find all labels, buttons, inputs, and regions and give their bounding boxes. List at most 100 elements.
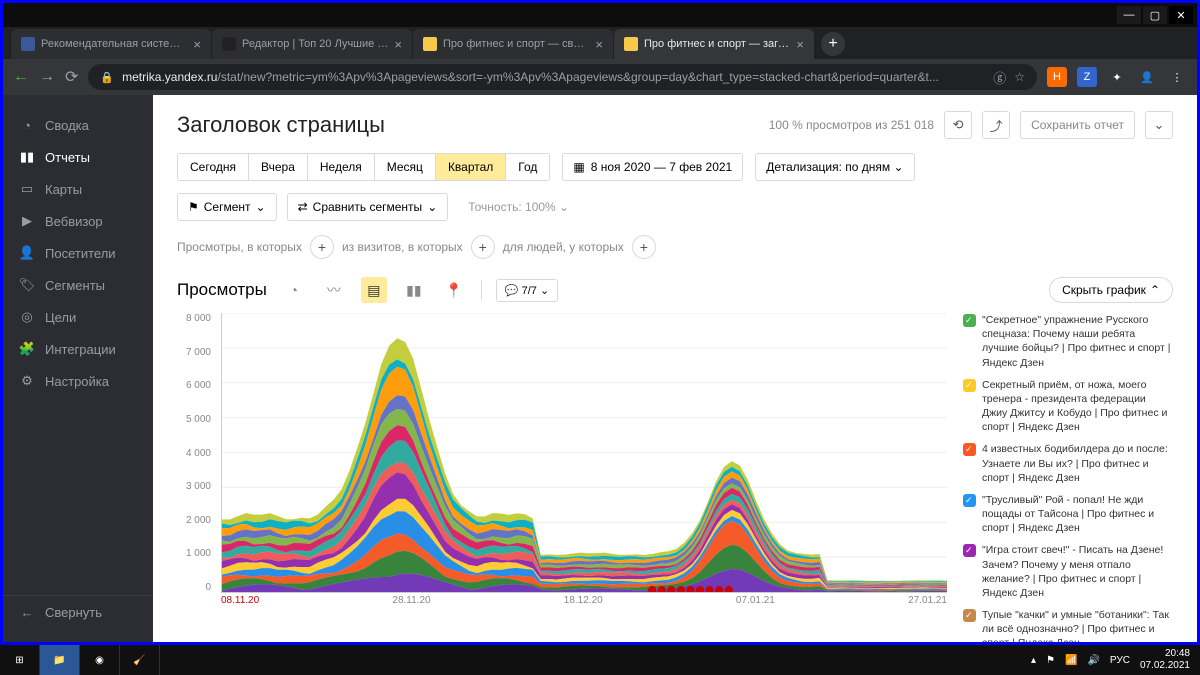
sidebar-item-Сегменты[interactable]: 🏷Сегменты [3, 269, 153, 301]
accuracy-selector[interactable]: Точность: 100% ⌄ [458, 194, 579, 220]
period-Сегодня[interactable]: Сегодня [178, 154, 249, 180]
period-selector: СегодняВчераНеделяМесяцКварталГод [177, 153, 550, 181]
legend-item[interactable]: Секретный приём, от ножа, моего тренера … [963, 378, 1173, 435]
sidebar-item-Вебвизор[interactable]: ▶Вебвизор [3, 205, 153, 237]
export-icon[interactable]: ⤴ [982, 111, 1010, 139]
date-range-picker[interactable]: ▦ 8 ноя 2020 — 7 фев 2021 [562, 153, 743, 181]
legend-item[interactable]: "Трусливый" Рой - попал! Не жди пощады о… [963, 493, 1173, 536]
save-dropdown[interactable]: ⌄ [1145, 111, 1173, 139]
extensions-icon[interactable]: ✦ [1107, 67, 1127, 87]
save-label: Сохранить отчет [1031, 118, 1124, 132]
legend-checkbox[interactable] [963, 379, 976, 392]
add-filter-2[interactable]: + [471, 235, 495, 259]
close-button[interactable]: ✕ [1169, 6, 1193, 24]
chart-type-area[interactable]: ▤ [361, 277, 387, 303]
x-tick: 28.11.20 [392, 595, 430, 613]
legend-checkbox[interactable] [963, 609, 976, 622]
sidebar-icon: 🏷 [19, 277, 35, 293]
close-tab-icon[interactable]: × [394, 37, 402, 52]
refresh-icon[interactable]: ⟲ [944, 111, 972, 139]
task-chrome[interactable]: ◉ [80, 645, 120, 675]
legend-item[interactable]: "Секретное" упражнение Русского спецназа… [963, 313, 1173, 370]
minimize-button[interactable]: — [1117, 6, 1141, 24]
compare-segments-button[interactable]: ⇄ Сравнить сегменты ⌄ [287, 193, 449, 221]
menu-icon[interactable]: ⋮ [1167, 67, 1187, 87]
legend-item[interactable]: "Игра стоит свеч!" - Писать на Дзене! За… [963, 543, 1173, 600]
tray-clock[interactable]: 20:48 07.02.2021 [1140, 648, 1190, 672]
close-tab-icon[interactable]: × [193, 37, 201, 52]
x-tick: 27.01.21 [908, 595, 947, 613]
legend-checkbox[interactable] [963, 443, 976, 456]
detail-selector[interactable]: Детализация: по дням ⌄ [755, 153, 914, 181]
chart-type-bar[interactable]: ▮▮ [401, 277, 427, 303]
start-button[interactable]: ⊞ [0, 645, 40, 675]
legend-item[interactable]: Тупые "качки" и умные "ботаники": Так ли… [963, 608, 1173, 642]
hide-chart-button[interactable]: Скрыть график ⌃ [1049, 277, 1173, 303]
browser-tab[interactable]: Редактор | Топ 20 Лучшие стат× [212, 29, 412, 59]
reload-button[interactable]: ⟳ [65, 67, 78, 87]
tray-up-icon[interactable]: ▴ [1031, 655, 1036, 666]
sidebar-icon: ◔ [19, 117, 35, 133]
forward-button[interactable]: → [39, 68, 55, 86]
star-icon[interactable]: ☆ [1014, 70, 1025, 84]
detail-label: Детализация: по дням [766, 160, 890, 174]
close-tab-icon[interactable]: × [796, 37, 804, 52]
compare-icon: ⇄ [298, 200, 308, 214]
period-Неделя[interactable]: Неделя [308, 154, 375, 180]
add-filter-3[interactable]: + [632, 235, 656, 259]
add-filter-1[interactable]: + [310, 235, 334, 259]
legend-checkbox[interactable] [963, 494, 976, 507]
chart-type-pie[interactable]: ◔ [281, 277, 307, 303]
sidebar-item-Настройка[interactable]: ⚙Настройка [3, 365, 153, 397]
period-Месяц[interactable]: Месяц [375, 154, 436, 180]
close-tab-icon[interactable]: × [595, 37, 603, 52]
url-field[interactable]: 🔒 metrika.yandex.ru/stat/new?metric=ym%3… [88, 64, 1037, 90]
chart-type-map[interactable]: 📍 [441, 277, 467, 303]
sidebar-item-Цели[interactable]: ◎Цели [3, 301, 153, 333]
y-tick: 3 000 [177, 481, 211, 492]
sidebar-icon: ◎ [19, 309, 35, 325]
series-count[interactable]: 💬 7/7 ⌄ [496, 279, 558, 302]
chart-title: Просмотры [177, 280, 267, 300]
chart-type-line[interactable]: 〰 [321, 277, 347, 303]
ext-icon-1[interactable]: H [1047, 67, 1067, 87]
legend-text: Секретный приём, от ножа, моего тренера … [982, 378, 1173, 435]
browser-tab[interactable]: Про фитнес и спорт — заголов× [614, 29, 814, 59]
sidebar-item-Посетители[interactable]: 👤Посетители [3, 237, 153, 269]
back-button[interactable]: ← [13, 68, 29, 86]
profile-icon[interactable]: 👤 [1137, 67, 1157, 87]
y-tick: 2 000 [177, 515, 211, 526]
save-report-button[interactable]: Сохранить отчет [1020, 111, 1135, 139]
new-tab-button[interactable]: + [821, 32, 845, 56]
period-Квартал[interactable]: Квартал [436, 154, 506, 180]
legend-text: "Игра стоит свеч!" - Писать на Дзене! За… [982, 543, 1173, 600]
legend-checkbox[interactable] [963, 314, 976, 327]
tray-lang[interactable]: РУС [1110, 655, 1130, 666]
filter-label-3: для людей, у которых [503, 240, 624, 254]
task-explorer[interactable]: 📁 [40, 645, 80, 675]
legend-item[interactable]: 4 известных бодибилдера до и после: Узна… [963, 442, 1173, 485]
period-Год[interactable]: Год [506, 154, 549, 180]
chart-area[interactable]: 8 0007 0006 0005 0004 0003 0002 0001 000… [177, 313, 947, 613]
accuracy-label: Точность: 100% [468, 200, 555, 214]
translate-icon[interactable]: ⓖ [993, 68, 1006, 87]
segment-button[interactable]: ⚑ Сегмент ⌄ [177, 193, 277, 221]
filter-icon: ⚑ [188, 200, 199, 214]
browser-tab[interactable]: Про фитнес и спорт — сводка× [413, 29, 613, 59]
task-ccleaner[interactable]: 🧹 [120, 645, 160, 675]
sidebar-item-Интеграции[interactable]: 🧩Интеграции [3, 333, 153, 365]
sidebar-item-Отчеты[interactable]: ▮▮Отчеты [3, 141, 153, 173]
sidebar-collapse[interactable]: ←Свернуть [3, 595, 153, 628]
ext-icon-2[interactable]: Z [1077, 67, 1097, 87]
hide-chart-label: Скрыть график [1062, 283, 1146, 297]
tray-network-icon[interactable]: 📶 [1065, 655, 1077, 666]
sidebar-item-Карты[interactable]: ▭Карты [3, 173, 153, 205]
sidebar-icon: ▶ [19, 213, 35, 229]
tray-flag-icon[interactable]: ⚑ [1046, 655, 1055, 666]
legend-checkbox[interactable] [963, 544, 976, 557]
sidebar-item-Сводка[interactable]: ◔Сводка [3, 109, 153, 141]
maximize-button[interactable]: ▢ [1143, 6, 1167, 24]
tray-sound-icon[interactable]: 🔊 [1087, 655, 1099, 666]
period-Вчера[interactable]: Вчера [249, 154, 308, 180]
browser-tab[interactable]: Рекомендательная система Пу× [11, 29, 211, 59]
